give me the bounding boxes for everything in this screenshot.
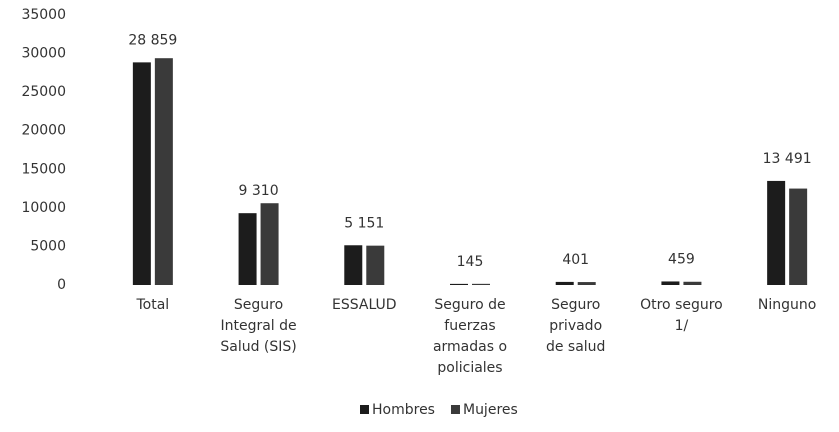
x-tick-label: Seguro de fuerzas armadas o policiales	[433, 297, 507, 376]
bar	[767, 180, 786, 285]
bar	[661, 281, 680, 285]
data-label: 401	[562, 252, 589, 268]
data-label: 13 491	[763, 151, 812, 167]
legend-swatch	[360, 405, 369, 414]
x-tick-label: Total	[136, 297, 170, 313]
bar	[555, 281, 574, 285]
data-label: 5 151	[344, 215, 384, 231]
x-tick-label: ESSALUD	[332, 297, 397, 313]
y-tick-label: 15000	[21, 161, 66, 177]
x-tick-label: Seguro Integral de Salud (SIS)	[220, 297, 296, 355]
y-tick-label: 25000	[21, 84, 66, 100]
bar	[789, 188, 808, 285]
y-tick-label: 20000	[21, 123, 66, 139]
bar	[132, 62, 151, 285]
data-label: 145	[457, 254, 484, 270]
y-tick-label: 0	[57, 277, 66, 293]
y-tick-label: 35000	[21, 7, 66, 23]
bar	[450, 283, 468, 285]
bar	[472, 283, 490, 285]
data-label: 28 859	[128, 32, 177, 48]
x-tick-label: Seguro privado de salud	[546, 297, 605, 355]
bar	[238, 213, 257, 285]
bar	[366, 245, 385, 285]
legend-label: Mujeres	[463, 402, 518, 418]
bar	[344, 245, 363, 285]
data-label: 459	[668, 251, 695, 267]
bar	[577, 282, 596, 285]
x-tick-label: Ninguno	[758, 297, 816, 313]
y-tick-label: 10000	[21, 200, 66, 216]
y-tick-label: 30000	[21, 46, 66, 62]
bar	[154, 58, 173, 286]
x-tick-label: Otro seguro 1/	[640, 297, 723, 334]
bar	[683, 281, 702, 285]
legend-swatch	[450, 405, 460, 414]
data-label: 9 310	[239, 183, 279, 199]
y-tick-label: 5000	[30, 238, 66, 254]
bar	[260, 203, 279, 285]
legend-label: Hombres	[372, 402, 435, 418]
